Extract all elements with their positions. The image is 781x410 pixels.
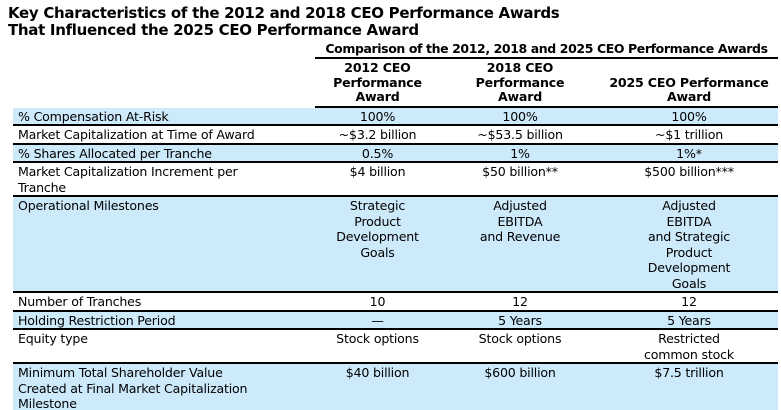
row-value-2018: 100%	[502, 108, 538, 124]
row-value-2018: $50 billion**	[482, 164, 558, 179]
table-row: Holding Restriction Period — 5 Years 5 Y…	[13, 311, 778, 330]
column-header-2012-award: 2012 CEO Performance Award	[315, 59, 440, 108]
row-value-2025: 1%*	[676, 145, 702, 161]
row-value-2018: 1%	[510, 145, 530, 161]
row-label: Operational Milestones	[18, 198, 159, 213]
row-value-2025: $7.5 trillion	[654, 365, 724, 380]
row-label: Market Capitalization at Time of Award	[18, 127, 255, 142]
table-row: Operational Milestones Strategic Product…	[13, 197, 778, 293]
row-value-2012: 10	[369, 294, 386, 309]
row-value-2018: Adjusted EBITDA and Revenue	[479, 198, 561, 244]
page-title-line2: That Influenced the 2025 CEO Performance…	[8, 20, 419, 39]
row-label: % Compensation At-Risk	[18, 108, 169, 124]
table-row: Equity type Stock options Stock options …	[13, 330, 778, 364]
row-label: Holding Restriction Period	[18, 312, 176, 328]
table-row: Minimum Total Shareholder Value Created …	[13, 364, 778, 410]
row-label: Minimum Total Shareholder Value Created …	[18, 365, 248, 410]
row-value-2012: $4 billion	[349, 164, 406, 179]
page-title: Key Characteristics of the 2012 and 2018…	[8, 5, 781, 38]
table-row: Market Capitalization Increment per Tran…	[13, 163, 778, 197]
document-page: Key Characteristics of the 2012 and 2018…	[0, 5, 781, 410]
row-value-2018: $600 billion	[484, 365, 556, 380]
table-row: Market Capitalization at Time of Award ~…	[13, 126, 778, 145]
row-value-2012: Strategic Product Development Goals	[336, 198, 419, 260]
table-row: % Shares Allocated per Tranche 0.5% 1% 1…	[13, 144, 778, 163]
row-value-2025: Adjusted EBITDA and Strategic Product De…	[647, 198, 731, 291]
row-value-2025: 5 Years	[667, 312, 711, 328]
column-header-2025-award: 2025 CEO Performance Award	[600, 74, 778, 108]
row-label: Equity type	[18, 331, 88, 346]
row-label: Market Capitalization Increment per Tran…	[18, 164, 238, 195]
row-value-2018: Stock options	[478, 331, 562, 346]
row-value-2025: ~$1 trillion	[655, 127, 723, 142]
row-value-2018: 5 Years	[498, 312, 542, 328]
row-value-2012: Stock options	[336, 331, 419, 346]
row-value-2025: $500 billion***	[644, 164, 734, 179]
comparison-table: Comparison of the 2012, 2018 and 2025 CE…	[13, 41, 778, 410]
column-header-2018-award: 2018 CEO Performance Award	[440, 59, 600, 108]
row-value-2018: 12	[512, 294, 528, 309]
row-value-2018: ~$53.5 billion	[477, 127, 563, 142]
comparison-table-body: % Compensation At-Risk 100% 100% 100% Ma…	[13, 107, 778, 410]
page-title-line1: Key Characteristics of the 2012 and 2018…	[8, 4, 560, 22]
row-label: % Shares Allocated per Tranche	[18, 145, 212, 161]
row-label: Number of Tranches	[18, 294, 142, 309]
row-value-2025: 12	[681, 294, 697, 309]
row-value-2025: Restricted common stock	[644, 331, 734, 362]
row-value-2025: 100%	[671, 108, 707, 124]
row-value-2012: 0.5%	[361, 145, 394, 161]
row-value-2012: $40 billion	[345, 365, 410, 380]
row-value-2012: 100%	[359, 108, 396, 124]
table-row: Number of Tranches 10 12 12	[13, 293, 778, 312]
table-header-row: 2012 CEO Performance Award 2018 CEO Perf…	[13, 59, 778, 108]
table-caption: Comparison of the 2012, 2018 and 2025 CE…	[315, 41, 778, 59]
table-row: % Compensation At-Risk 100% 100% 100%	[13, 107, 778, 126]
row-value-2012: ~$3.2 billion	[338, 127, 417, 142]
row-value-2012: —	[371, 312, 384, 328]
